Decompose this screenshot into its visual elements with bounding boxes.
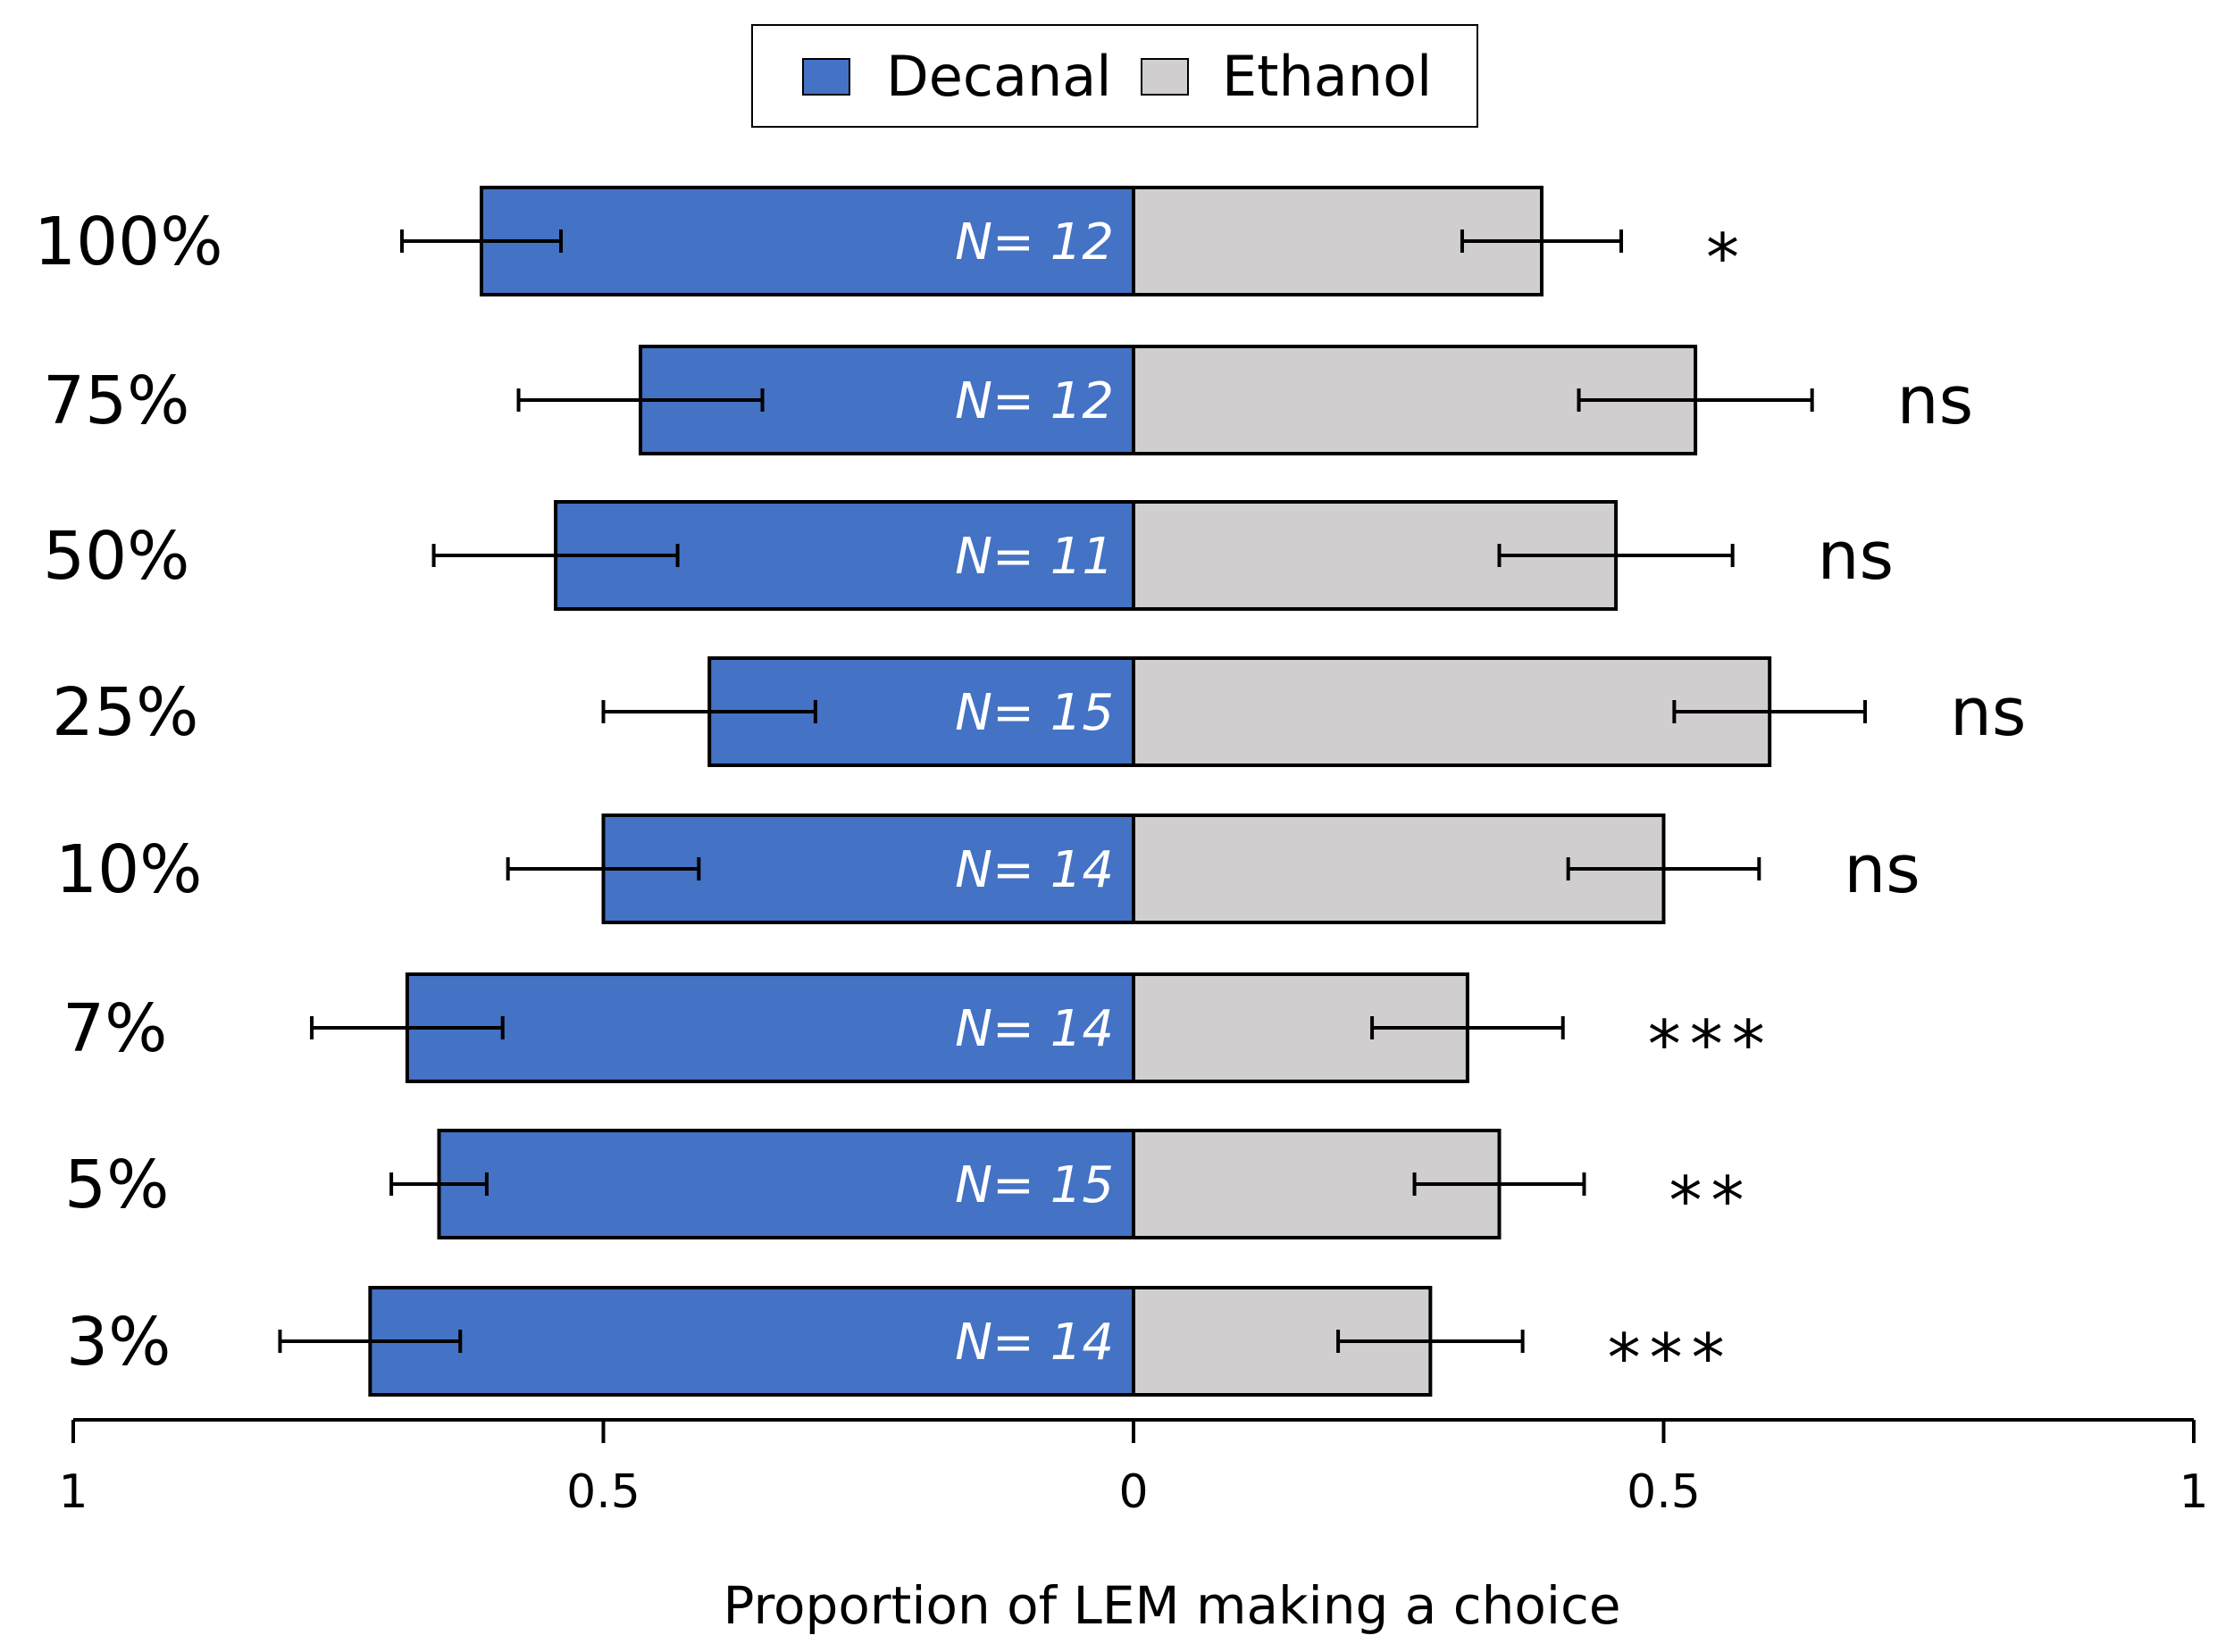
n-label-0: N= 12 — [955, 213, 1114, 271]
x-tick-label-0: 1 — [58, 1465, 88, 1519]
legend: Decanal Ethanol — [751, 24, 1478, 128]
n-label-5: N= 14 — [955, 1000, 1114, 1058]
significance-label-0: * — [1706, 220, 1748, 296]
legend-swatch-ethanol — [1141, 58, 1189, 96]
bar-decanal-5 — [405, 972, 1135, 1083]
category-label-1: 75% — [43, 363, 189, 439]
n-label-6: N= 15 — [955, 1156, 1114, 1214]
n-label-7: N= 14 — [955, 1314, 1114, 1372]
significance-label-4: ns — [1844, 831, 1920, 908]
category-label-4: 10% — [55, 831, 202, 908]
bar-ethanol-2 — [1132, 500, 1619, 611]
significance-label-5: *** — [1648, 1006, 1774, 1083]
bar-decanal-7 — [368, 1286, 1135, 1397]
significance-label-7: *** — [1608, 1320, 1734, 1397]
bar-decanal-2 — [554, 500, 1135, 611]
x-axis-label: Proportion of LEM making a choice — [723, 1575, 1620, 1636]
x-tick-label-4: 1 — [2179, 1465, 2208, 1519]
significance-label-3: ns — [1950, 674, 2026, 751]
category-label-2: 50% — [43, 518, 189, 595]
category-label-7: 3% — [66, 1304, 171, 1381]
x-tick-label-1: 0.5 — [566, 1465, 640, 1519]
n-label-3: N= 15 — [955, 684, 1114, 742]
legend-label-ethanol: Ethanol — [1222, 44, 1432, 109]
category-label-3: 25% — [52, 674, 198, 751]
x-tick-label-3: 0.5 — [1627, 1465, 1701, 1519]
significance-label-6: ** — [1669, 1163, 1753, 1239]
significance-label-2: ns — [1818, 518, 1894, 595]
bar-decanal-0 — [479, 186, 1135, 296]
plot-area: 100% N= 12 * 75% N= 12 ns 50% N= 11 ns 25% N= 15 ns… — [34, 186, 2209, 1519]
category-label-0: 100% — [34, 204, 223, 280]
n-label-4: N= 14 — [955, 841, 1114, 899]
legend-swatch-decanal — [802, 58, 850, 96]
category-label-6: 5% — [64, 1147, 169, 1223]
legend-label-decanal: Decanal — [886, 44, 1111, 109]
significance-label-1: ns — [1897, 363, 1973, 439]
legend-box — [751, 24, 1478, 128]
category-label-5: 7% — [63, 990, 167, 1067]
bar-decanal-3 — [707, 656, 1135, 767]
n-label-2: N= 11 — [955, 528, 1114, 586]
n-label-1: N= 12 — [955, 372, 1114, 430]
x-tick-label-2: 0 — [1118, 1465, 1148, 1519]
